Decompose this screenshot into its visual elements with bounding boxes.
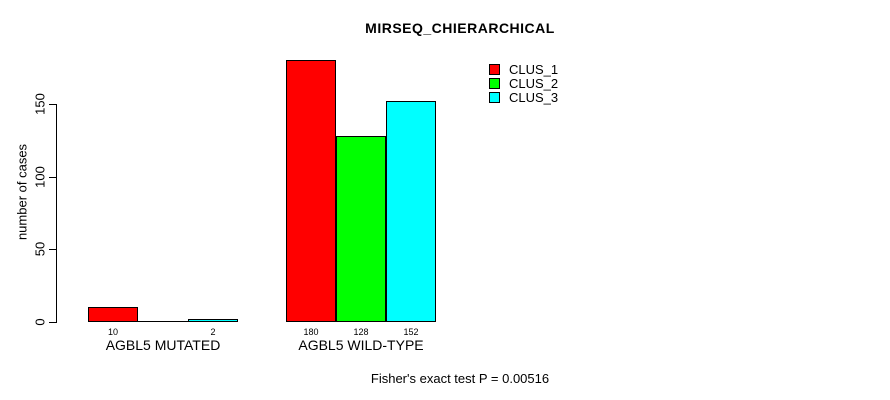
y-tick-mark xyxy=(49,322,56,323)
bar-clus_1-2 xyxy=(286,60,336,322)
bar-value-label: 180 xyxy=(303,327,319,337)
bar-value-label: 10 xyxy=(107,327,118,337)
legend: CLUS_1 CLUS_2 CLUS_3 xyxy=(489,62,559,106)
y-tick-label: 100 xyxy=(32,165,48,188)
chart-title: MIRSEQ_CHIERARCHICAL xyxy=(365,20,555,36)
y-tick-label: 150 xyxy=(32,93,48,115)
bar-value-label: 128 xyxy=(353,327,369,337)
group-label-1: AGBL5 MUTATED xyxy=(105,337,221,353)
y-tick-mark xyxy=(49,249,56,251)
y-axis-line xyxy=(56,104,57,323)
legend-swatch-icon xyxy=(489,92,500,103)
legend-label: CLUS_1 xyxy=(509,62,559,77)
legend-row-clus_2: CLUS_2 xyxy=(489,76,559,91)
bar-clus_2-2 xyxy=(336,136,386,322)
y-axis-label: number of cases xyxy=(14,143,30,241)
bar-clus_1-1 xyxy=(88,307,138,322)
bar-value-label: 2 xyxy=(210,327,216,337)
group-label-2: AGBL5 WILD-TYPE xyxy=(298,337,424,353)
legend-row-clus_1: CLUS_1 xyxy=(489,62,559,77)
legend-label: CLUS_3 xyxy=(509,90,559,105)
bar-value-label: 152 xyxy=(403,327,419,337)
y-tick-label: 50 xyxy=(32,242,48,257)
legend-row-clus_3: CLUS_3 xyxy=(489,90,559,105)
legend-swatch-icon xyxy=(489,78,500,89)
y-tick-mark xyxy=(49,176,56,178)
y-tick-label: 0 xyxy=(32,318,48,326)
bar-clus_2-1-zero xyxy=(138,321,188,322)
legend-label: CLUS_2 xyxy=(509,76,559,91)
fisher-test-annotation: Fisher's exact test P = 0.00516 xyxy=(370,371,550,386)
bar-clus_3-2 xyxy=(386,101,436,322)
y-tick-mark xyxy=(49,104,56,105)
legend-swatch-icon xyxy=(489,64,500,75)
bar-clus_3-1 xyxy=(188,319,238,322)
